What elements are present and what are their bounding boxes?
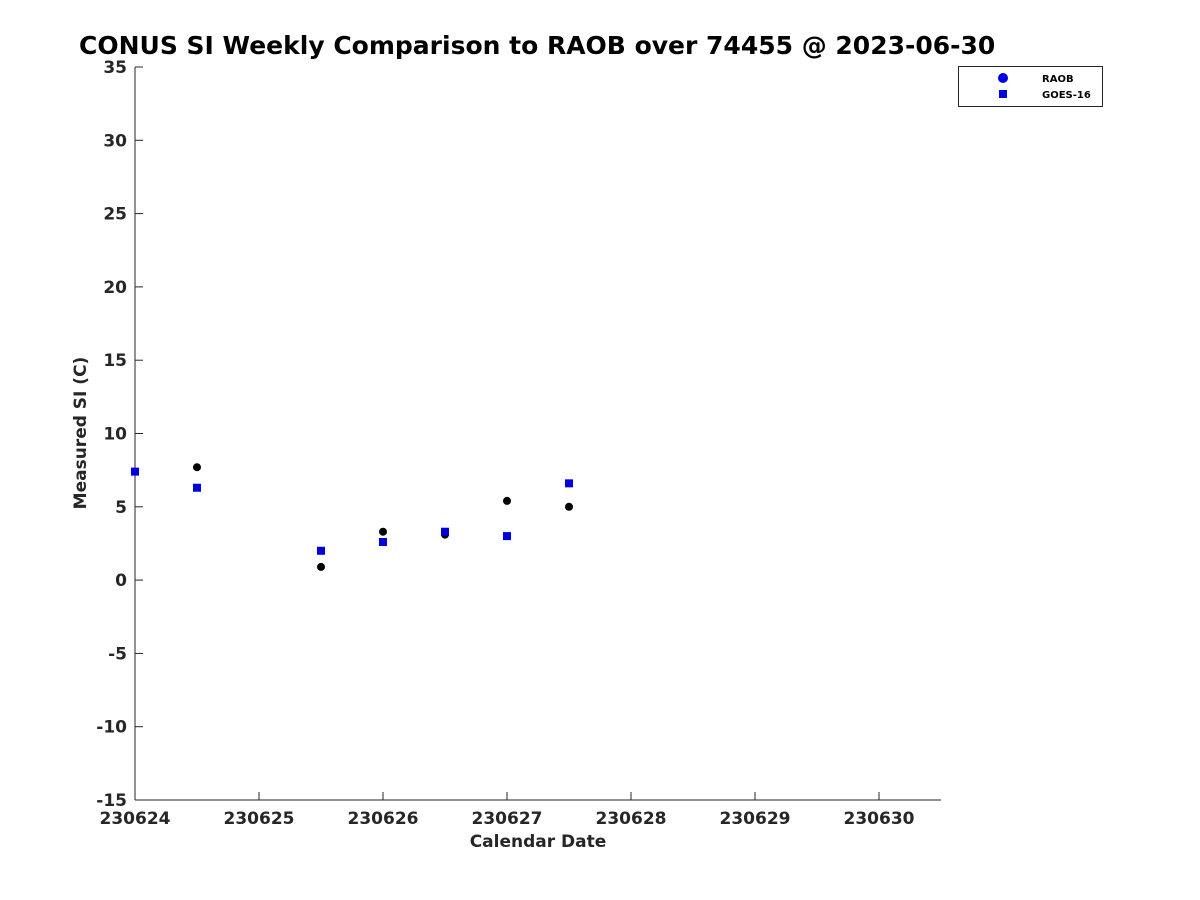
y-tick-label: -15 — [96, 791, 127, 811]
x-tick-label: 230629 — [720, 809, 791, 829]
y-tick-label: 35 — [103, 58, 127, 78]
chart-title: CONUS SI Weekly Comparison to RAOB over … — [79, 31, 995, 60]
y-tick-label: -10 — [96, 718, 127, 738]
x-tick-label: 230630 — [844, 809, 915, 829]
legend-label: RAOB — [1042, 74, 1074, 85]
goes-16-point — [503, 532, 511, 541]
x-tick-label: 230628 — [596, 809, 667, 829]
x-tick-label: 230625 — [224, 809, 295, 829]
x-tick-label: 230624 — [100, 809, 171, 829]
y-tick-label: 15 — [103, 351, 127, 371]
y-tick-label: 5 — [115, 498, 127, 518]
legend-marker-raob — [998, 73, 1008, 83]
legend-label: GOES-16 — [1042, 90, 1091, 101]
y-tick-label: 0 — [115, 571, 127, 591]
y-tick-label: 20 — [103, 278, 127, 298]
legend: RAOB GOES-16 — [958, 66, 1103, 107]
legend-marker-goes-16 — [999, 90, 1007, 98]
y-tick-label: 30 — [103, 131, 127, 151]
legend-box — [958, 66, 1103, 107]
y-tick-label: 10 — [103, 425, 127, 445]
raob-point — [193, 463, 201, 472]
y-tick-label: 25 — [103, 205, 127, 225]
goes-16-point — [193, 483, 201, 492]
raob-point — [503, 496, 511, 505]
raob-point — [317, 562, 325, 571]
goes-16-point — [379, 537, 387, 546]
goes-16-point — [565, 479, 573, 488]
goes-16-point — [441, 527, 449, 536]
raob-point — [565, 502, 573, 511]
raob-point — [379, 527, 387, 536]
x-axis-label: Calendar Date — [470, 832, 607, 852]
y-axis-ticks: -15 -10 -5 0 5 10 15 20 25 30 35 — [96, 58, 143, 811]
goes-16-point — [131, 467, 139, 476]
x-axis-ticks: 230624 230625 230626 230627 230628 230629 2306… — [100, 792, 915, 829]
axes — [134, 67, 941, 801]
x-tick-label: 230627 — [472, 809, 543, 829]
x-tick-label: 230626 — [348, 809, 419, 829]
data-points — [131, 463, 573, 571]
y-tick-label: -5 — [108, 644, 127, 664]
goes-16-point — [317, 546, 325, 555]
y-axis-label: Measured SI (C) — [71, 357, 91, 510]
